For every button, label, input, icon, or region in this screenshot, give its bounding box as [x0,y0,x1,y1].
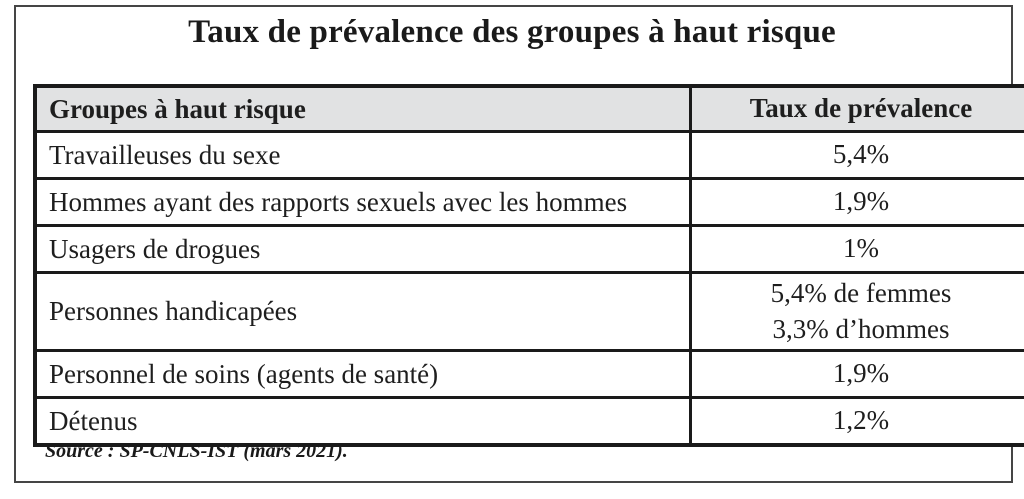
rate-cell: 1,9% [689,177,1024,227]
table-title: Taux de prévalence des groupes à haut ri… [188,14,836,50]
group-cell: Hommes ayant des rapports sexuels avec l… [33,177,692,227]
table-row: Travailleuses du sexe 5,4% [33,130,1024,180]
table-row: Hommes ayant des rapports sexuels avec l… [33,177,1024,227]
rate-cell: 5,4% de femmes 3,3% d’hommes [689,270,1024,353]
group-cell: Travailleuses du sexe [33,130,692,180]
table-body: Travailleuses du sexe 5,4% Hommes ayant … [33,130,1024,447]
header-row: Groupes à haut risque Taux de prévalence [33,84,1024,133]
rate-cell: 1% [689,224,1024,274]
table-head: Groupes à haut risque Taux de prévalence [33,84,1024,133]
source-note: Source : SP-CNLS-IST (mars 2021). [45,440,348,462]
rate-cell: 5,4% [689,130,1024,180]
prevalence-table: Groupes à haut risque Taux de prévalence… [33,84,1024,448]
header-cell-rate: Taux de prévalence [689,84,1024,133]
header-cell-group: Groupes à haut risque [33,84,692,133]
group-cell: Personnes handicapées [33,270,692,353]
rate-cell: 1,2% [689,396,1024,447]
table-row: Personnel de soins (agents de santé) 1,9… [33,349,1024,400]
table-row: Personnes handicapées 5,4% de femmes 3,3… [33,270,1024,353]
rate-cell: 1,9% [689,349,1024,400]
group-cell: Personnel de soins (agents de santé) [33,349,692,400]
table-row: Usagers de drogues 1% [33,224,1024,274]
group-cell: Détenus [33,396,692,447]
group-cell: Usagers de drogues [33,224,692,274]
table-row: Détenus 1,2% [33,396,1024,447]
